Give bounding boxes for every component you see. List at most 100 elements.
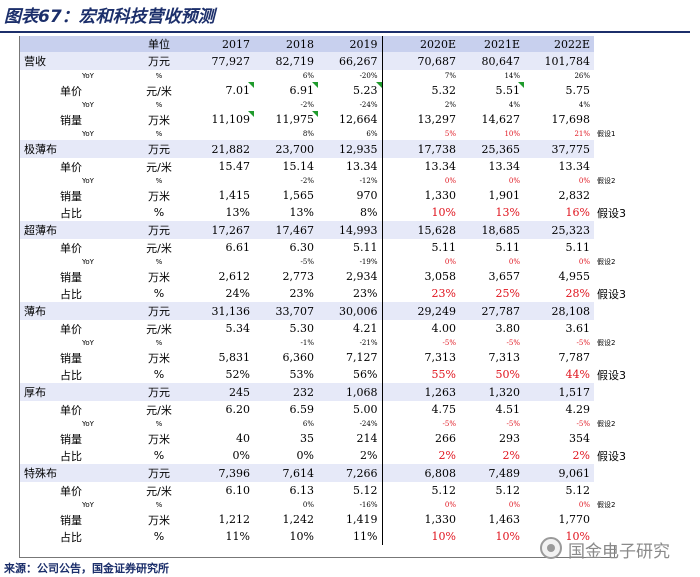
row-value: 6.30 xyxy=(289,241,315,254)
row-value: 266 xyxy=(381,430,460,447)
metric-row: 销量 万米 1,415 1,565 970 1,330 1,901 2,832 xyxy=(20,187,634,204)
section-value: 21,882 xyxy=(186,140,254,158)
row-unit: % xyxy=(153,530,165,543)
section-row: 营收 万元 77,927 82,719 66,267 70,687 80,647 101,78… xyxy=(20,52,634,70)
row-unit: 万米 xyxy=(148,351,170,365)
share-row: 占比% 11% 10% 11% 10% 10% 10% xyxy=(20,528,634,545)
row-value: -24% xyxy=(359,101,378,109)
row-label: 销量 xyxy=(60,113,82,127)
row-value: 4.51 xyxy=(495,403,521,416)
row-value: 13.34 xyxy=(346,160,378,173)
row-value: 6% xyxy=(302,72,314,80)
row-value: 1,770 xyxy=(558,513,591,526)
row-value: 4.00 xyxy=(381,320,460,337)
row-unit: 元/米 xyxy=(146,322,172,336)
row-label: 占比 xyxy=(60,287,82,301)
row-value: 5.75 xyxy=(565,84,591,97)
row-value: 2,773 xyxy=(282,270,315,283)
assumption-note xyxy=(594,111,634,128)
section-value: 101,784 xyxy=(524,52,594,70)
row-value: 55% xyxy=(381,366,460,383)
row-value: 1,415 xyxy=(218,189,251,202)
assumption-note xyxy=(594,268,634,285)
row-value: -5% xyxy=(381,337,460,349)
header-year: 2021E xyxy=(460,36,524,52)
section-value: 1,320 xyxy=(460,383,524,401)
row-value: 0% xyxy=(508,177,520,185)
row-label: YoY xyxy=(82,72,94,80)
row-value: 3,058 xyxy=(381,268,460,285)
row-label: 占比 xyxy=(60,530,82,544)
comment-flag-icon xyxy=(312,82,318,88)
assumption-note xyxy=(594,99,634,111)
section-name: 营收 xyxy=(20,52,132,70)
row-value: 24% xyxy=(225,287,250,300)
row-unit: 万米 xyxy=(148,270,170,284)
yoy-row: YoY% -5% -19% 0% 0% 0% 假设2 xyxy=(20,256,634,268)
yoy-row: YoY% 6% -20% 7% 14% 26% xyxy=(20,70,634,82)
section-value: 7,614 xyxy=(254,464,318,482)
row-value: 5.12 xyxy=(353,484,378,497)
section-value: 6,808 xyxy=(381,464,460,482)
row-label: 单价 xyxy=(60,322,82,336)
row-value: 5.23 xyxy=(318,82,382,99)
row-value: 11% xyxy=(353,530,378,543)
row-value: 23% xyxy=(353,287,378,300)
row-value: 25% xyxy=(495,287,520,300)
section-value: 27,787 xyxy=(460,302,524,320)
row-value: 8% xyxy=(360,206,378,219)
row-value: 11,975 xyxy=(254,111,318,128)
row-unit: % xyxy=(155,72,163,80)
row-value: 1,901 xyxy=(488,189,521,202)
assumption-note: 假设2 xyxy=(594,337,634,349)
row-value: 4% xyxy=(508,101,520,109)
section-unit: 万元 xyxy=(132,52,186,70)
assumption-note: 假设3 xyxy=(594,204,634,221)
row-value: 52% xyxy=(225,368,250,381)
assumption-note: 假设3 xyxy=(594,447,634,464)
row-value: 1,330 xyxy=(381,187,460,204)
row-unit: % xyxy=(155,258,163,266)
row-unit: % xyxy=(153,287,165,300)
row-label: YoY xyxy=(82,258,94,266)
row-value: 7,313 xyxy=(488,351,521,364)
row-value: 0% xyxy=(508,258,520,266)
assumption-note xyxy=(594,320,634,337)
section-value: 25,365 xyxy=(460,140,524,158)
row-value: 23% xyxy=(289,287,314,300)
share-row: 占比% 0% 0% 2% 2% 2% 2% 假设3 xyxy=(20,447,634,464)
row-value: 5.34 xyxy=(225,322,251,335)
section-value: 9,061 xyxy=(524,464,594,482)
row-value: 6.91 xyxy=(254,82,318,99)
wechat-icon xyxy=(540,537,562,559)
row-value: 7,313 xyxy=(381,349,460,366)
comment-flag-icon xyxy=(375,82,382,88)
row-label: 销量 xyxy=(60,270,82,284)
row-label: 单价 xyxy=(60,241,82,255)
row-value: 26% xyxy=(574,72,590,80)
header-year: 2020E xyxy=(381,36,460,52)
watermark: 国金电子研究 xyxy=(540,534,694,562)
assumption-note: 假设2 xyxy=(594,175,634,187)
row-unit: % xyxy=(155,101,163,109)
row-value: 0% xyxy=(381,499,460,511)
row-value: 2% xyxy=(381,447,460,464)
section-value: 25,323 xyxy=(524,221,594,239)
row-value: 2% xyxy=(502,449,520,462)
row-value: 0% xyxy=(578,258,590,266)
assumption-note xyxy=(594,528,634,545)
row-value: 50% xyxy=(495,368,520,381)
row-value: 4.75 xyxy=(381,401,460,418)
row-value: 5.30 xyxy=(289,322,315,335)
assumption-note xyxy=(594,70,634,82)
row-value: 10% xyxy=(504,130,520,138)
row-value: -5% xyxy=(300,258,314,266)
row-unit: % xyxy=(155,501,163,509)
row-value: 10% xyxy=(565,530,590,543)
row-value xyxy=(186,418,254,430)
row-value: -19% xyxy=(359,258,378,266)
section-note xyxy=(594,140,634,158)
section-unit: 万元 xyxy=(132,464,186,482)
row-value: 293 xyxy=(499,432,520,445)
row-label: 单价 xyxy=(60,403,82,417)
